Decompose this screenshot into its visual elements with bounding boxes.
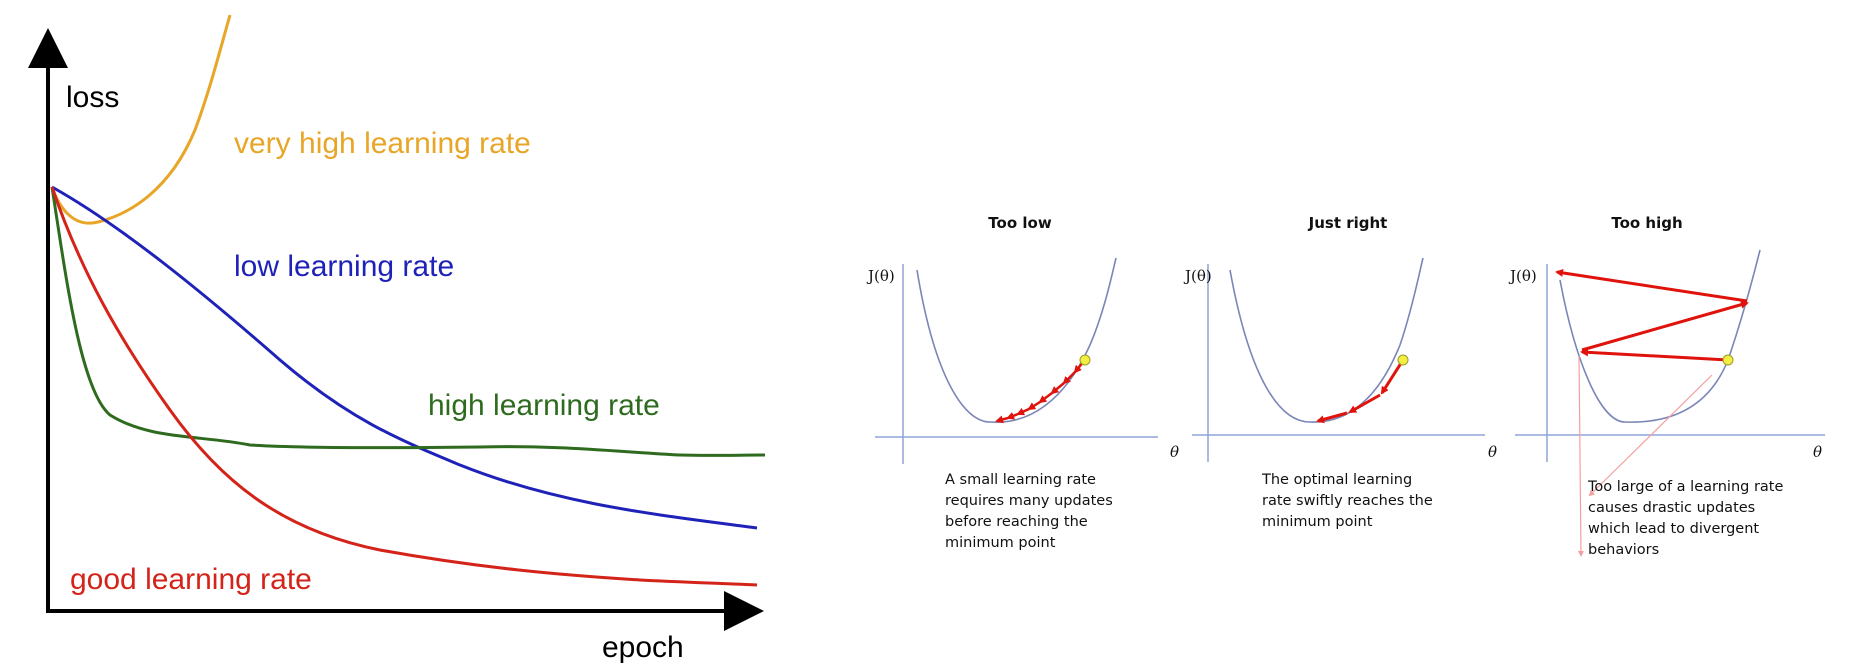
panel-too-high: Too high J(θ) θ Too large of a learning …: [1508, 214, 1825, 558]
cost-curve: [1559, 249, 1761, 423]
caption-pointer: [1577, 355, 1584, 557]
theta-axis-label: θ: [1813, 443, 1822, 461]
cost-axis-label: J(θ): [866, 267, 895, 285]
very-high-lr-label: very high learning rate: [234, 127, 531, 160]
panel-caption: A small learning rate requires many upda…: [945, 472, 1117, 551]
theta-axis-label: θ: [1170, 443, 1179, 461]
start-point: [1079, 354, 1091, 366]
loss-chart: loss epoch very high learning rate low l…: [28, 14, 766, 664]
low-lr-label: low learning rate: [234, 250, 454, 283]
high-lr-curve: [50, 186, 766, 457]
loss-x-label: epoch: [602, 631, 684, 664]
panel-title: Too high: [1611, 214, 1682, 232]
optimal-update-steps: [1316, 359, 1405, 424]
divergent-update-steps: [1555, 268, 1749, 362]
high-lr-label: high learning rate: [428, 389, 660, 422]
cost-curve: [916, 257, 1117, 423]
caption-pointer: [1588, 374, 1713, 497]
very-high-lr-curve: [50, 14, 232, 225]
panel-just-right: Just right J(θ) θ The optimal learning r…: [1183, 214, 1497, 530]
low-lr-curve: [51, 185, 758, 530]
good-lr-curve: [50, 186, 758, 587]
good-lr-label: good learning rate: [70, 563, 312, 596]
panel-caption: Too large of a learning rate causes dras…: [1587, 479, 1788, 558]
small-update-steps: [995, 359, 1086, 424]
cost-curve: [1229, 257, 1424, 423]
panel-title: Too low: [988, 214, 1052, 232]
panel-caption: The optimal learning rate swiftly reache…: [1261, 472, 1437, 530]
start-point: [1722, 354, 1734, 366]
cost-axis-label: J(θ): [1508, 267, 1537, 285]
start-point: [1397, 354, 1409, 366]
panel-title: Just right: [1308, 214, 1388, 232]
cost-axis-label: J(θ): [1183, 267, 1212, 285]
panel-too-low: Too low J(θ) θ A small learning rate req…: [866, 214, 1179, 551]
loss-y-label: loss: [66, 81, 119, 114]
theta-axis-label: θ: [1488, 443, 1497, 461]
